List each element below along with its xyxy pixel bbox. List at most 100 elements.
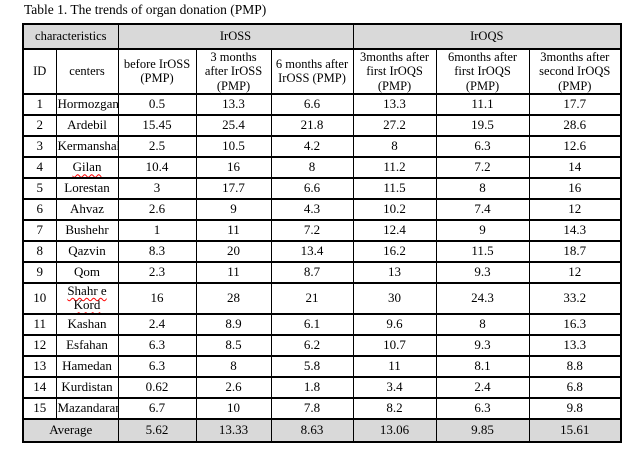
row-id-cell: 4 (22, 156, 57, 179)
row-id-cell: 9 (22, 261, 57, 284)
average-value-cell: 5.62 (117, 418, 197, 443)
table-row: 4 Gilan 10.4 16 8 11.2 7.2 14 (22, 156, 622, 179)
table-row: 2 Ardebil 15.45 25.4 21.8 27.2 19.5 28.6 (22, 114, 622, 137)
value-cell: 10.2 (352, 198, 437, 221)
value-cell: 2.6 (117, 198, 197, 221)
value-cell: 8.7 (270, 261, 354, 284)
value-cell: 21.8 (270, 114, 354, 137)
value-cell: 2.4 (435, 376, 530, 399)
value-cell: 11.5 (435, 240, 530, 263)
value-cell: 11 (195, 261, 272, 284)
center-name: Mazandaran (57, 399, 119, 415)
value-cell: 28.6 (528, 114, 622, 137)
average-row: Average 5.62 13.33 8.63 13.06 9.85 15.61 (22, 418, 622, 443)
value-cell: 5.8 (270, 355, 354, 378)
value-cell: 4.2 (270, 135, 354, 158)
value-cell: 6.3 (435, 135, 530, 158)
value-cell: 4.3 (270, 198, 354, 221)
value-cell: 13.4 (270, 240, 354, 263)
table-row: 9 Qom 2.3 11 8.7 13 9.3 12 (22, 261, 622, 284)
average-value-cell: 13.33 (195, 418, 272, 443)
value-cell: 15.45 (117, 114, 197, 137)
value-cell: 10.4 (117, 156, 197, 179)
value-cell: 16 (117, 282, 197, 315)
value-cell: 0.62 (117, 376, 197, 399)
value-cell: 12 (528, 198, 622, 221)
value-cell: 9.6 (352, 313, 437, 336)
value-cell: 3 (117, 177, 197, 200)
center-name: Shahr e Kord (67, 282, 107, 313)
value-cell: 2.6 (195, 376, 272, 399)
row-center-cell: Shahr e Kord (55, 282, 119, 315)
row-id-cell: 13 (22, 355, 57, 378)
value-cell: 12 (528, 261, 622, 284)
row-center-cell: Ahvaz (55, 198, 119, 221)
value-cell: 6.3 (117, 355, 197, 378)
value-cell: 16 (195, 156, 272, 179)
center-name: Kermanshah (57, 138, 119, 154)
table-row: 5 Lorestan 3 17.7 6.6 11.5 8 16 (22, 177, 622, 200)
row-id-cell: 6 (22, 198, 57, 221)
header-iross-group: IrOSS (117, 23, 354, 50)
value-cell: 25.4 (195, 114, 272, 137)
value-cell: 2.5 (117, 135, 197, 158)
header-centers: centers (55, 48, 119, 95)
value-cell: 13.3 (528, 334, 622, 357)
value-cell: 16.2 (352, 240, 437, 263)
value-cell: 8 (435, 177, 530, 200)
value-cell: 3.4 (352, 376, 437, 399)
center-name: Lorestan (64, 180, 110, 196)
row-center-cell: Kurdistan (55, 376, 119, 399)
value-cell: 14 (528, 156, 622, 179)
header-id: ID (22, 48, 57, 95)
value-cell: 11.2 (352, 156, 437, 179)
value-cell: 13 (352, 261, 437, 284)
center-name: Hormozgan (57, 96, 119, 112)
value-cell: 6.3 (117, 334, 197, 357)
value-cell: 8.1 (435, 355, 530, 378)
value-cell: 24.3 (435, 282, 530, 315)
average-value-cell: 8.63 (270, 418, 354, 443)
value-cell: 10.7 (352, 334, 437, 357)
center-name: Kashan (67, 315, 107, 331)
value-cell: 17.7 (528, 93, 622, 116)
value-cell: 11.5 (352, 177, 437, 200)
value-cell: 8.3 (117, 240, 197, 263)
row-center-cell: Mazandaran (55, 397, 119, 420)
value-cell: 11 (195, 219, 272, 242)
row-center-cell: Hamedan (55, 355, 119, 378)
value-cell: 20 (195, 240, 272, 263)
row-id-cell: 12 (22, 334, 57, 357)
row-id-cell: 10 (22, 282, 57, 315)
value-cell: 12.4 (352, 219, 437, 242)
value-cell: 9.3 (435, 334, 530, 357)
value-cell: 13.3 (352, 93, 437, 116)
row-center-cell: Kashan (55, 313, 119, 336)
average-label-cell: Average (22, 418, 119, 443)
value-cell: 7.2 (270, 219, 354, 242)
value-cell: 11.1 (435, 93, 530, 116)
value-cell: 8.5 (195, 334, 272, 357)
value-cell: 30 (352, 282, 437, 315)
center-name: Gilan (72, 159, 102, 175)
value-cell: 16.3 (528, 313, 622, 336)
table-row: 15 Mazandaran 6.7 10 7.8 8.2 6.3 9.8 (22, 397, 622, 420)
average-value-cell: 9.85 (435, 418, 530, 443)
header-3m-after-second-iroqs: 3months after second IrOQS (PMP) (528, 48, 622, 95)
center-name: Bushehr (65, 222, 109, 238)
value-cell: 8 (270, 156, 354, 179)
row-id-cell: 11 (22, 313, 57, 336)
value-cell: 8.9 (195, 313, 272, 336)
value-cell: 9.8 (528, 397, 622, 420)
row-center-cell: Esfahan (55, 334, 119, 357)
value-cell: 8 (435, 313, 530, 336)
value-cell: 10 (195, 397, 272, 420)
center-name: Qom (74, 264, 100, 280)
value-cell: 8 (352, 135, 437, 158)
table-row: 6 Ahvaz 2.6 9 4.3 10.2 7.4 12 (22, 198, 622, 221)
value-cell: 27.2 (352, 114, 437, 137)
value-cell: 19.5 (435, 114, 530, 137)
center-name: Hamedan (62, 357, 112, 373)
table-row: 3 Kermanshah 2.5 10.5 4.2 8 6.3 12.6 (22, 135, 622, 158)
